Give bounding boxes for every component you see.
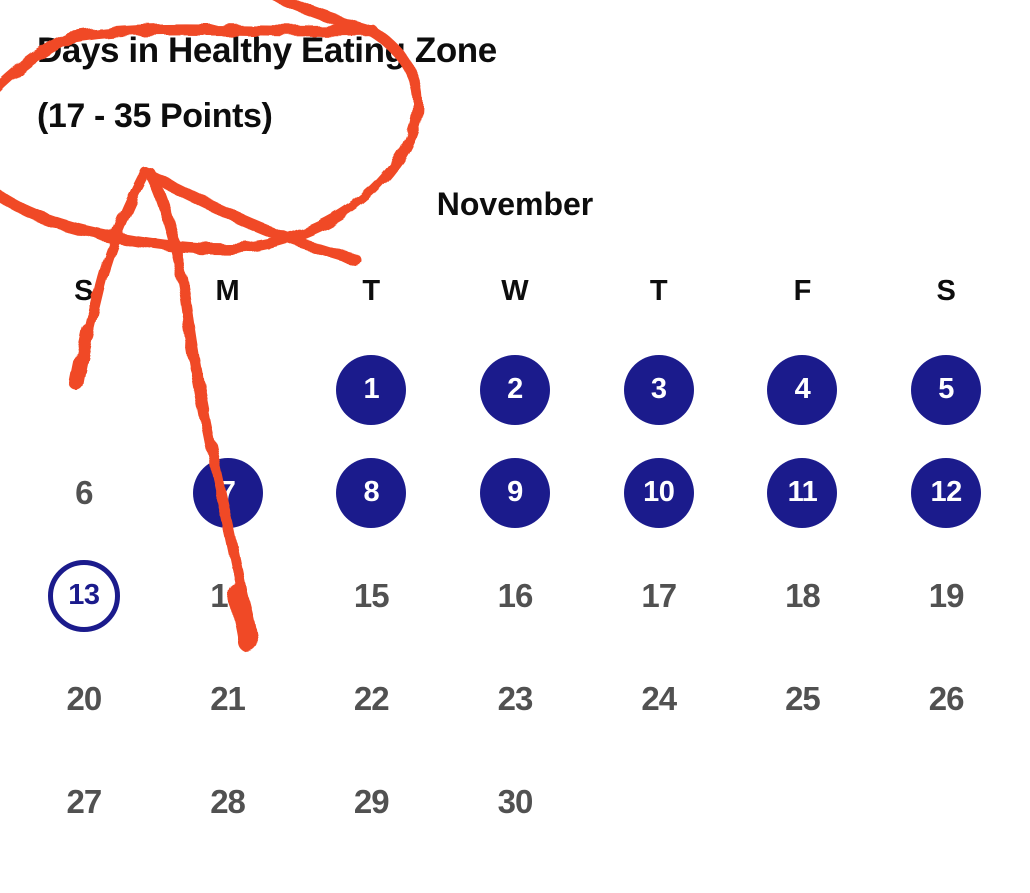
day-13[interactable]: 13 xyxy=(47,559,120,632)
calendar-cell: 29 xyxy=(299,750,443,853)
day-19[interactable]: 19 xyxy=(928,576,965,614)
calendar-cell: 1 xyxy=(299,338,443,441)
calendar-cell: 12 xyxy=(874,441,1018,544)
page-title-line1: Days in Healthy Eating Zone xyxy=(37,31,497,70)
day-10[interactable]: 10 xyxy=(623,457,694,528)
calendar-cell: 14 xyxy=(156,544,300,647)
day-28[interactable]: 28 xyxy=(210,782,246,820)
day-2[interactable]: 2 xyxy=(479,354,550,425)
calendar-cell: 13 xyxy=(12,544,156,647)
calendar-cell: 3 xyxy=(587,338,731,441)
day-21[interactable]: 21 xyxy=(210,679,246,717)
calendar-cell: 28 xyxy=(156,750,300,853)
day-22[interactable]: 22 xyxy=(353,679,390,717)
day-3[interactable]: 3 xyxy=(623,354,694,425)
day-4[interactable]: 4 xyxy=(767,354,838,425)
calendar-cell: 18 xyxy=(731,544,875,647)
empty-cell xyxy=(731,750,875,853)
day-18[interactable]: 18 xyxy=(785,576,821,614)
day-17[interactable]: 17 xyxy=(641,576,677,614)
day-30[interactable]: 30 xyxy=(497,782,534,820)
calendar-cell: 5 xyxy=(874,338,1018,441)
calendar-cell: 10 xyxy=(587,441,731,544)
day-25[interactable]: 25 xyxy=(785,679,821,717)
calendar-grid: 1 2 3 4 5 6 7 8 9 10 11 12 13 14 15 16 17 18 19 20 21 22 23 24 2… xyxy=(12,338,1018,853)
empty-cell xyxy=(874,750,1018,853)
calendar-cell: 21 xyxy=(156,647,300,750)
weekday-header: S xyxy=(936,275,956,307)
calendar-cell: 30 xyxy=(443,750,587,853)
day-11[interactable]: 11 xyxy=(767,457,838,528)
calendar-cell: 24 xyxy=(587,647,731,750)
calendar-cell: 9 xyxy=(443,441,587,544)
calendar-cell: 26 xyxy=(874,647,1018,750)
day-12[interactable]: 12 xyxy=(911,457,982,528)
calendar-cell: 2 xyxy=(443,338,587,441)
day-26[interactable]: 26 xyxy=(928,679,965,717)
weekday-header: F xyxy=(793,275,812,307)
day-9[interactable]: 9 xyxy=(479,457,550,528)
weekday-header: T xyxy=(649,275,668,307)
day-6[interactable]: 6 xyxy=(75,473,93,511)
day-29[interactable]: 29 xyxy=(353,782,390,820)
calendar-cell: 7 xyxy=(156,441,300,544)
empty-cell xyxy=(156,338,300,441)
day-20[interactable]: 20 xyxy=(66,679,102,717)
calendar-cell: 16 xyxy=(443,544,587,647)
calendar-cell: 20 xyxy=(12,647,156,750)
calendar-cell: 25 xyxy=(731,647,875,750)
calendar-cell: 11 xyxy=(731,441,875,544)
day-16[interactable]: 16 xyxy=(497,576,534,614)
calendar-cell: 8 xyxy=(299,441,443,544)
weekday-header: M xyxy=(215,275,240,307)
day-7[interactable]: 7 xyxy=(192,457,263,528)
day-5[interactable]: 5 xyxy=(911,354,982,425)
empty-cell xyxy=(12,338,156,441)
day-14[interactable]: 14 xyxy=(210,576,246,614)
day-24[interactable]: 24 xyxy=(641,679,677,717)
weekday-header: W xyxy=(501,275,529,307)
page-title-line2: (17 - 35 Points) xyxy=(37,97,273,135)
calendar-cell: 17 xyxy=(587,544,731,647)
day-27[interactable]: 27 xyxy=(66,782,102,820)
day-15[interactable]: 15 xyxy=(353,576,390,614)
day-1[interactable]: 1 xyxy=(336,354,407,425)
calendar-cell: 22 xyxy=(299,647,443,750)
month-label: November xyxy=(436,186,594,222)
calendar-cell: 15 xyxy=(299,544,443,647)
weekday-header: T xyxy=(362,275,381,307)
weekday-header: S xyxy=(74,275,94,307)
calendar-cell: 27 xyxy=(12,750,156,853)
calendar-cell: 23 xyxy=(443,647,587,750)
scribble-entry-stroke xyxy=(269,0,378,37)
calendar-cell: 6 xyxy=(12,441,156,544)
calendar-cell: 4 xyxy=(731,338,875,441)
day-23[interactable]: 23 xyxy=(497,679,534,717)
empty-cell xyxy=(587,750,731,853)
day-8[interactable]: 8 xyxy=(336,457,407,528)
calendar-cell: 19 xyxy=(874,544,1018,647)
